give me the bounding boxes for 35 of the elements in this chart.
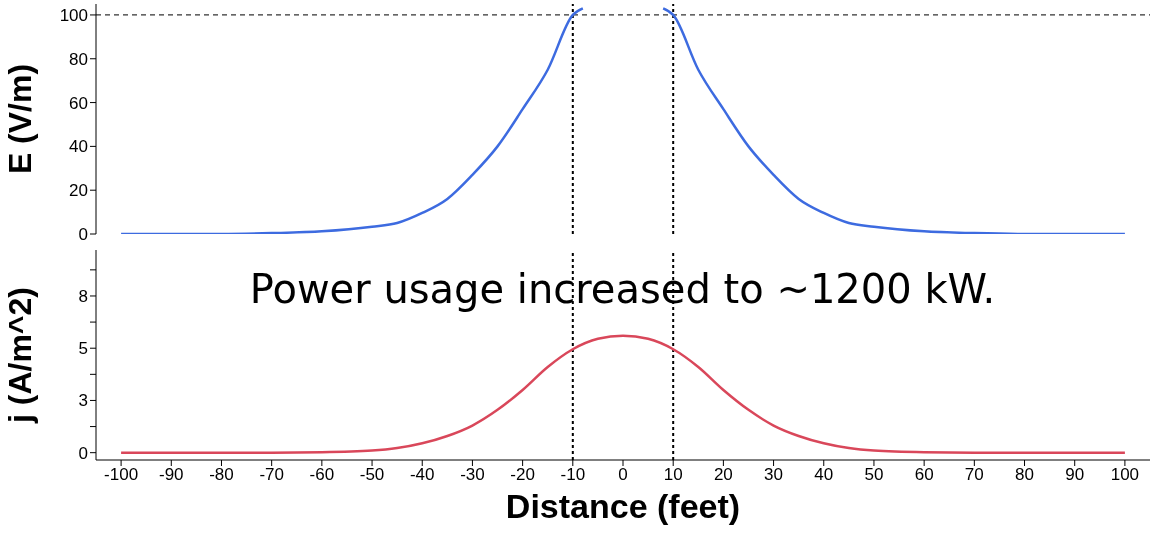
x-tick-label: 40 xyxy=(814,465,834,485)
y-tick-label: 60 xyxy=(69,93,88,113)
y-tick-label: 0 xyxy=(78,443,88,463)
x-axis-title: Distance (feet) xyxy=(505,487,741,525)
x-tick-label: -90 xyxy=(159,465,184,485)
x-tick-label: -70 xyxy=(259,465,284,485)
x-tick-label: 10 xyxy=(663,465,683,485)
x-tick-label: -60 xyxy=(309,465,335,485)
x-tick-label: -50 xyxy=(359,465,385,485)
x-tick-label: -10 xyxy=(560,465,586,485)
y-tick-label: 20 xyxy=(69,181,88,201)
x-tick-label: 0 xyxy=(618,465,628,485)
x-tick-label: 100 xyxy=(1110,465,1140,485)
y-axis-title: E (V/m) xyxy=(2,63,39,175)
y-axis-title: j (A/m^2) xyxy=(2,286,39,425)
y-tick-label: 8 xyxy=(78,287,88,307)
annotation: Power usage increased to ~1200 kW. xyxy=(248,266,997,312)
x-tick-label: -80 xyxy=(209,465,234,485)
x-tick-label: 30 xyxy=(764,465,784,485)
x-tick-label: 20 xyxy=(713,465,733,485)
x-tick-label: 60 xyxy=(914,465,934,485)
y-tick-label: 3 xyxy=(78,391,88,411)
x-tick-label: -30 xyxy=(460,465,485,485)
x-tick-label: 90 xyxy=(1065,465,1085,485)
x-tick-label: -100 xyxy=(104,465,139,485)
y-tick-label: 0 xyxy=(78,225,88,245)
y-tick-label: 80 xyxy=(69,49,88,69)
x-tick-label: 80 xyxy=(1015,465,1034,485)
y-tick-label: 100 xyxy=(59,5,88,25)
y-tick-label: 40 xyxy=(69,137,88,157)
x-tick-label: -40 xyxy=(409,465,435,485)
x-tick-label: 70 xyxy=(964,465,984,485)
x-tick-label: 50 xyxy=(864,465,884,485)
x-tick-label: -20 xyxy=(510,465,535,485)
y-tick-label: 5 xyxy=(78,339,88,359)
